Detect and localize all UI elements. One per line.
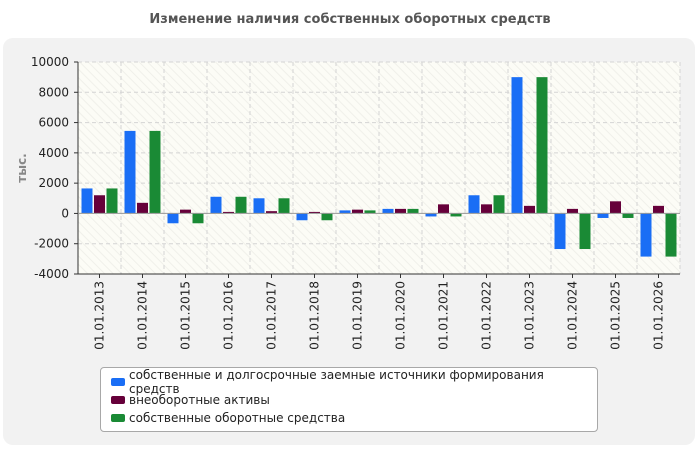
bar — [167, 213, 179, 224]
bar — [407, 208, 419, 214]
bar — [278, 198, 290, 214]
bar — [622, 213, 634, 218]
bar — [395, 208, 406, 214]
bar — [321, 213, 333, 221]
x-tick-label: 01.01.2022 — [480, 281, 494, 350]
x-tick-label: 01.01.2016 — [222, 281, 236, 350]
x-tick-label: 01.01.2025 — [609, 281, 623, 350]
bar — [296, 213, 308, 221]
bar — [210, 196, 222, 214]
x-tick-label: 01.01.2014 — [136, 281, 150, 350]
x-tick-label: 01.01.2013 — [93, 281, 107, 350]
bar — [253, 198, 265, 214]
bars — [81, 77, 677, 257]
bar — [180, 209, 191, 214]
bar — [192, 213, 204, 224]
x-tick-label: 01.01.2020 — [394, 281, 408, 350]
legend-item: собственные оборотные средства — [111, 409, 597, 427]
y-axis-label: тыс. — [15, 153, 29, 182]
bar — [137, 202, 148, 214]
bar — [106, 188, 118, 214]
bar — [554, 213, 566, 250]
y-tick-label: -4000 — [34, 267, 69, 281]
bar — [450, 213, 462, 217]
legend-label: собственные оборотные средства — [129, 411, 346, 425]
y-tick-label: 4000 — [38, 146, 69, 160]
bar — [235, 196, 247, 214]
y-tick-label: -2000 — [34, 237, 69, 251]
x-tick-label: 01.01.2019 — [351, 281, 365, 350]
y-tick-label: 0 — [61, 206, 69, 220]
gridlines — [77, 61, 681, 275]
bar — [493, 195, 505, 214]
bar — [425, 213, 437, 217]
legend-label: собственные и долгосрочные заемные источ… — [129, 368, 544, 396]
legend-swatch — [111, 378, 125, 386]
legend-item: собственные и долгосрочные заемные источ… — [111, 368, 597, 396]
bar — [438, 204, 449, 214]
bar — [536, 77, 548, 214]
x-tick-label: 01.01.2026 — [652, 281, 666, 350]
axes — [77, 62, 680, 275]
bar — [124, 130, 136, 214]
x-tick-label: 01.01.2024 — [566, 281, 580, 350]
x-tick-label: 01.01.2018 — [308, 281, 322, 350]
legend-swatch — [111, 396, 125, 404]
bar — [94, 195, 105, 214]
bar — [382, 208, 394, 214]
bar — [567, 208, 578, 214]
bar — [524, 205, 535, 214]
legend-swatch — [111, 414, 125, 422]
y-tick-label: 10000 — [31, 55, 69, 69]
chart-title: Изменение наличия собственных оборотных … — [149, 12, 551, 27]
bar — [309, 211, 320, 214]
y-tick-label: 6000 — [38, 116, 69, 130]
bar — [352, 209, 363, 214]
legend-item: внеоборотные активы — [111, 391, 597, 409]
bar — [653, 205, 664, 214]
bar — [640, 213, 652, 257]
legend-label: внеоборотные активы — [129, 393, 270, 407]
bar — [665, 213, 677, 257]
bar — [610, 201, 621, 214]
x-tick-label: 01.01.2017 — [265, 281, 279, 350]
bar — [266, 211, 277, 214]
bar — [579, 213, 591, 250]
bar — [511, 77, 523, 214]
y-tick-label: 8000 — [38, 85, 69, 99]
bar — [223, 211, 234, 214]
y-tick-label: 2000 — [38, 176, 69, 190]
legend: собственные и долгосрочные заемные источ… — [100, 367, 598, 432]
x-tick-label: 01.01.2015 — [179, 281, 193, 350]
x-tick-label: 01.01.2023 — [523, 281, 537, 350]
bar — [481, 204, 492, 214]
bar — [364, 210, 376, 214]
bar — [81, 188, 93, 214]
y-axis-ticks: 10000 8000 6000 4000 2000 0 -2000 -4000 — [31, 55, 78, 281]
bar — [149, 130, 161, 214]
x-tick-label: 01.01.2021 — [437, 281, 451, 350]
bar — [339, 210, 351, 214]
bar — [597, 213, 609, 218]
x-axis-ticks: 01.01.2013 01.01.2014 01.01.2015 01.01.2016… — [93, 274, 666, 350]
bar — [468, 195, 480, 214]
